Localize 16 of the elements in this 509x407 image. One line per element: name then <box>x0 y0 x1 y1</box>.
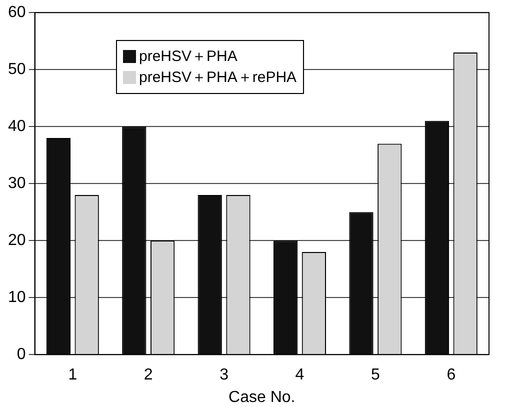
legend-label: preHSV＋PHA＋rePHA <box>139 68 297 87</box>
x-tick-label: 4 <box>295 366 304 384</box>
x-tick-label: 3 <box>220 366 229 384</box>
x-tick-label: 6 <box>446 366 456 384</box>
y-tick-label: 10 <box>8 289 26 306</box>
y-tick-label: 40 <box>8 118 26 136</box>
x-tick-label: 5 <box>370 366 380 384</box>
x-tick-label: 1 <box>68 366 78 384</box>
y-tick-label: 60 <box>8 4 26 22</box>
x-axis-title: Case No. <box>228 388 296 406</box>
y-tick-label: 20 <box>8 232 26 250</box>
y-tick-label: 30 <box>8 175 26 192</box>
y-tick-label: 50 <box>8 61 26 78</box>
legend-label: preHSV＋PHA <box>139 47 238 66</box>
x-tick-label: 2 <box>144 366 153 384</box>
y-tick-label: 0 <box>16 346 26 364</box>
